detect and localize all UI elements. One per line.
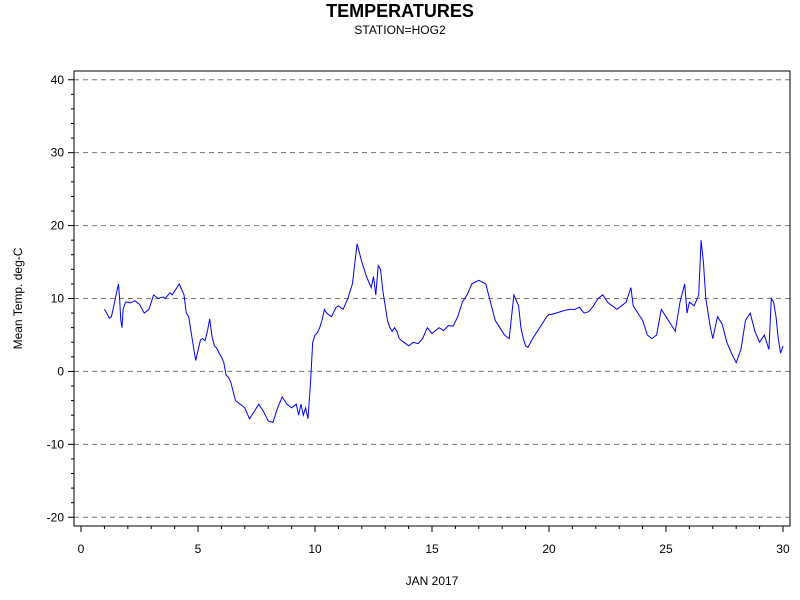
y-tick-label: 0 <box>57 364 64 378</box>
y-tick-label: -20 <box>47 510 65 524</box>
x-tick-label: 5 <box>195 542 202 556</box>
x-tick-label: 30 <box>776 542 790 556</box>
series-line <box>103 240 784 424</box>
x-tick-label: 25 <box>659 542 673 556</box>
y-tick-label: -10 <box>47 437 65 451</box>
y-tick-label: 30 <box>51 146 65 160</box>
chart-subtitle: STATION=HOG2 <box>354 23 446 37</box>
x-tick-label: 0 <box>78 542 85 556</box>
x-tick-label: 10 <box>308 542 322 556</box>
x-tick-label: 20 <box>542 542 556 556</box>
y-axis-label: Mean Temp. deg-C <box>11 247 25 349</box>
plot-frame <box>73 70 791 527</box>
y-tick-label: 20 <box>51 219 65 233</box>
x-tick-label: 15 <box>425 542 439 556</box>
tick-labels: -20 -10 0 10 20 30 40 0 5 10 15 20 25 30 <box>47 73 790 556</box>
grid-lines <box>74 79 790 518</box>
y-tick-label: 10 <box>51 292 65 306</box>
chart-title: TEMPERATURES <box>326 1 474 21</box>
axis-ticks <box>68 79 784 532</box>
x-axis-label: JAN 2017 <box>406 574 459 588</box>
y-tick-label: 40 <box>51 73 65 87</box>
